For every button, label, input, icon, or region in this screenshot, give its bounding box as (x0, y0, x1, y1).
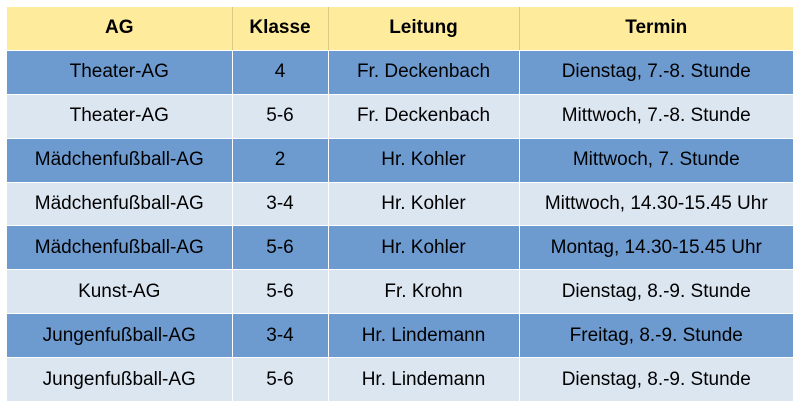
cell-klasse: 5-6 (232, 357, 329, 402)
cell-leitung: Hr. Kohler (328, 182, 520, 227)
cell-leitung: Hr. Lindemann (328, 357, 520, 402)
cell-leitung: Fr. Krohn (328, 269, 520, 315)
cell-klasse: 5-6 (232, 269, 329, 315)
cell-ag: Mädchenfußball-AG (7, 182, 233, 227)
table-row: Mädchenfußball-AG 2 Hr. Kohler Mittwoch,… (7, 138, 793, 183)
cell-klasse: 3-4 (232, 313, 329, 359)
cell-klasse: 5-6 (232, 225, 329, 271)
header-termin: Termin (519, 7, 793, 51)
cell-klasse: 3-4 (232, 182, 329, 227)
header-klasse: Klasse (232, 7, 329, 51)
cell-ag: Kunst-AG (7, 269, 233, 315)
table-row: Kunst-AG 5-6 Fr. Krohn Dienstag, 8.-9. S… (7, 269, 793, 315)
table-row: Theater-AG 5-6 Fr. Deckenbach Mittwoch, … (7, 94, 793, 139)
cell-termin: Mittwoch, 7. Stunde (519, 138, 793, 183)
table-header: AG Klasse Leitung Termin (7, 7, 793, 51)
cell-termin: Dienstag, 8.-9. Stunde (519, 357, 793, 402)
table-body: Theater-AG 4 Fr. Deckenbach Dienstag, 7.… (7, 50, 793, 402)
table-row: Jungenfußball-AG 3-4 Hr. Lindemann Freit… (7, 313, 793, 359)
cell-leitung: Hr. Kohler (328, 225, 520, 271)
cell-termin: Dienstag, 7.-8. Stunde (519, 50, 793, 95)
cell-leitung: Fr. Deckenbach (328, 94, 520, 139)
header-row: AG Klasse Leitung Termin (7, 7, 793, 51)
cell-klasse: 5-6 (232, 94, 329, 139)
cell-leitung: Fr. Deckenbach (328, 50, 520, 95)
cell-leitung: Hr. Lindemann (328, 313, 520, 359)
cell-ag: Jungenfußball-AG (7, 313, 233, 359)
cell-ag: Jungenfußball-AG (7, 357, 233, 402)
header-ag: AG (7, 7, 233, 51)
cell-klasse: 4 (232, 50, 329, 95)
ag-table-container: AG Klasse Leitung Termin Theater-AG 4 Fr… (7, 7, 793, 402)
cell-termin: Dienstag, 8.-9. Stunde (519, 269, 793, 315)
cell-termin: Freitag, 8.-9. Stunde (519, 313, 793, 359)
header-leitung: Leitung (328, 7, 520, 51)
cell-termin: Mittwoch, 14.30-15.45 Uhr (519, 182, 793, 227)
ag-table: AG Klasse Leitung Termin Theater-AG 4 Fr… (7, 7, 793, 402)
table-row: Jungenfußball-AG 5-6 Hr. Lindemann Diens… (7, 357, 793, 402)
cell-ag: Theater-AG (7, 94, 233, 139)
cell-ag: Theater-AG (7, 50, 233, 95)
table-row: Mädchenfußball-AG 3-4 Hr. Kohler Mittwoc… (7, 182, 793, 227)
cell-klasse: 2 (232, 138, 329, 183)
cell-ag: Mädchenfußball-AG (7, 138, 233, 183)
cell-ag: Mädchenfußball-AG (7, 225, 233, 271)
table-row: Theater-AG 4 Fr. Deckenbach Dienstag, 7.… (7, 50, 793, 95)
cell-termin: Mittwoch, 7.-8. Stunde (519, 94, 793, 139)
cell-leitung: Hr. Kohler (328, 138, 520, 183)
cell-termin: Montag, 14.30-15.45 Uhr (519, 225, 793, 271)
table-row: Mädchenfußball-AG 5-6 Hr. Kohler Montag,… (7, 225, 793, 271)
